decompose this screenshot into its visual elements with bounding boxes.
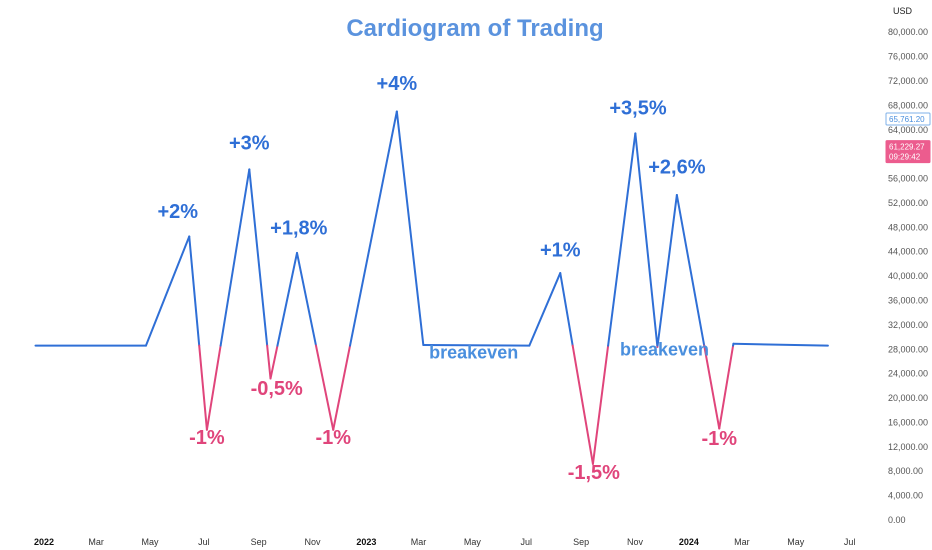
series-line-segment: [591, 344, 610, 465]
y-tick-label: 8,000.00: [888, 466, 923, 476]
y-tick-label: 4,000.00: [888, 491, 923, 501]
series-line-segment: [332, 344, 352, 431]
x-tick-label: Sep: [573, 537, 589, 547]
series-layer: [34, 110, 829, 465]
x-tick-label: 2022: [34, 537, 54, 547]
series-line-segment: [607, 132, 637, 347]
annotation-label: breakeven: [429, 342, 518, 362]
x-axis: 2022 Mar May Jul Sep Nov 2023 Mar May Jul Sep Nov 20…: [34, 537, 855, 547]
x-tick-label: Mar: [734, 537, 750, 547]
price-badge-label: 65,761.20: [889, 115, 925, 124]
currency-label: USD: [893, 6, 913, 16]
y-tick-label: 36,000.00: [888, 295, 928, 305]
series-line-segment: [205, 344, 222, 431]
annotation-label: -1%: [189, 427, 225, 449]
x-tick-label: Jul: [198, 537, 210, 547]
chart-title: Cardiogram of Trading: [346, 15, 603, 42]
annotation-label: +1%: [540, 240, 581, 262]
annotation-label: +2,6%: [648, 157, 705, 179]
x-tick-label: Nov: [305, 537, 322, 547]
series-line-segment: [144, 235, 191, 347]
series-line-segment: [675, 194, 706, 347]
x-tick-label: Jul: [521, 537, 533, 547]
annotation-label: -1,5%: [568, 462, 620, 484]
y-tick-label: 24,000.00: [888, 369, 928, 379]
y-tick-label: 16,000.00: [888, 417, 928, 427]
price-badge: [885, 112, 931, 126]
y-tick-label: 32,000.00: [888, 320, 928, 330]
y-tick-label: 72,000.00: [888, 76, 928, 86]
series-line-segment: [269, 344, 279, 380]
y-axis: 80,000.00 76,000.00 72,000.00 68,000.00 64,0…: [888, 27, 928, 525]
y-tick-label: 40,000.00: [888, 271, 928, 281]
series-line-segment: [703, 344, 721, 430]
series-line-segment: [266, 344, 272, 380]
series-line-segment: [219, 168, 251, 347]
series-line-segment: [198, 344, 208, 431]
x-tick-label: Jul: [844, 537, 856, 547]
y-tick-label: 0.00: [888, 515, 906, 525]
x-tick-label: 2023: [356, 537, 376, 547]
x-tick-label: Nov: [627, 537, 644, 547]
y-tick-label: 80,000.00: [888, 27, 928, 37]
annotation-label: +3%: [229, 132, 270, 154]
series-line-segment: [718, 344, 735, 430]
y-tick-label: 68,000.00: [888, 100, 928, 110]
price-badge-label: 61,229.27: [889, 143, 925, 152]
y-tick-label: 76,000.00: [888, 52, 928, 62]
y-tick-label: 20,000.00: [888, 393, 928, 403]
x-tick-label: May: [141, 537, 159, 547]
y-tick-label: 44,000.00: [888, 247, 928, 257]
annotation-label: +3,5%: [609, 98, 666, 120]
y-tick-label: 12,000.00: [888, 442, 928, 452]
series-line-segment: [188, 235, 201, 347]
series-line-segment: [248, 168, 269, 347]
series-line-segment: [634, 132, 659, 347]
x-tick-label: May: [464, 537, 482, 547]
annotation-label: -0,5%: [251, 378, 303, 400]
series-line-segment: [571, 344, 594, 465]
series-line-segment: [422, 344, 531, 347]
x-tick-label: Mar: [411, 537, 427, 547]
series-line-segment: [528, 272, 562, 347]
y-tick-label: 52,000.00: [888, 198, 928, 208]
y-tick-label: 64,000.00: [888, 125, 928, 135]
annotation-label: +1,8%: [270, 218, 327, 240]
annotation-label: breakeven: [620, 339, 709, 359]
annotation-label: -1%: [315, 427, 351, 449]
x-tick-label: Mar: [88, 537, 104, 547]
annotation-label: +2%: [157, 201, 198, 223]
annotation-label: -1%: [701, 428, 737, 450]
series-line-segment: [732, 342, 829, 347]
x-tick-label: 2024: [679, 537, 699, 547]
y-tick-label: 28,000.00: [888, 344, 928, 354]
series-line-segment: [559, 272, 574, 347]
price-badge-label: 09:29:42: [889, 153, 921, 162]
x-tick-label: Sep: [251, 537, 267, 547]
y-tick-label: 56,000.00: [888, 174, 928, 184]
series-line-segment: [276, 251, 299, 347]
annotation-layer: +2% -1% +3% -0,5% +1,8% -1% +4% breakeven +1% -1,…: [157, 73, 737, 484]
x-tick-label: May: [787, 537, 805, 547]
series-line-segment: [296, 251, 317, 347]
price-badge: [885, 140, 931, 164]
series-line-segment: [349, 110, 398, 347]
series-line-segment: [395, 110, 425, 346]
series-line-segment: [656, 194, 678, 347]
y-tick-label: 48,000.00: [888, 222, 928, 232]
series-line-segment: [314, 344, 335, 431]
annotation-label: +4%: [377, 73, 418, 95]
